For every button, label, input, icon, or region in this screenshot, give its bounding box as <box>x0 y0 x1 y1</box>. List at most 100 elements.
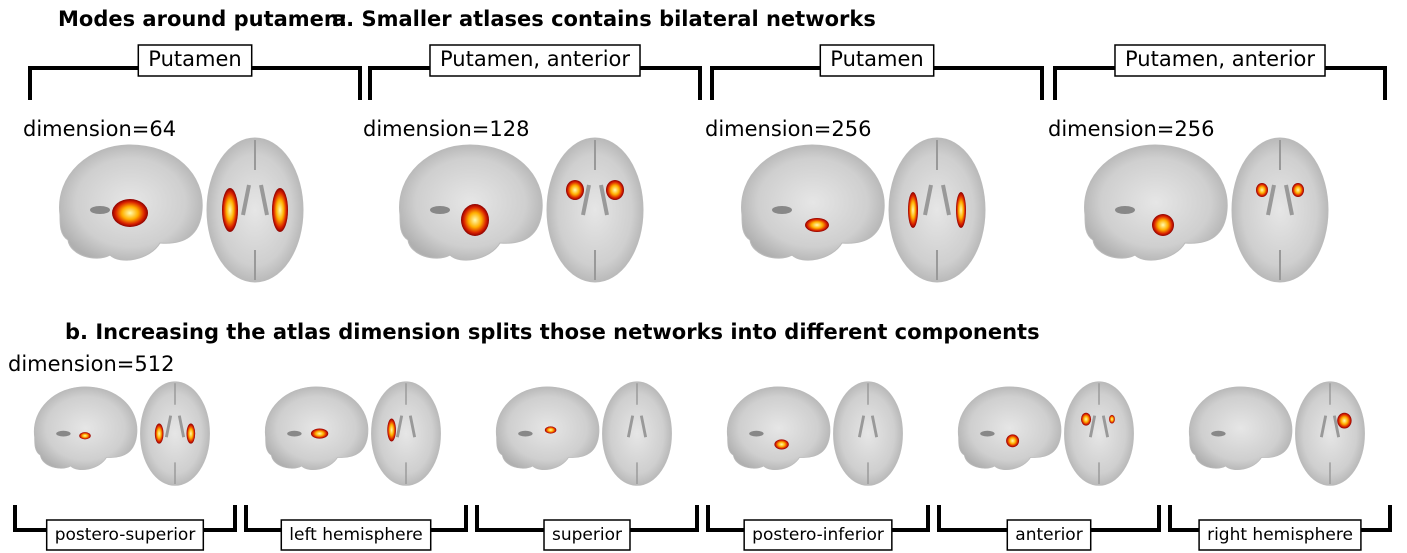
panel-label: Putamen <box>830 47 923 71</box>
activation <box>805 218 829 232</box>
activation <box>1292 183 1304 197</box>
label-box <box>543 519 631 551</box>
ventricle <box>430 206 450 214</box>
dimension-label: dimension=256 <box>705 117 871 141</box>
axial-slice <box>1231 137 1329 283</box>
ventricle <box>749 430 764 437</box>
ventricles <box>164 415 186 438</box>
panel-label: Putamen <box>148 47 241 71</box>
activation <box>1081 412 1092 426</box>
ventricles <box>1319 415 1341 438</box>
panel-label: Putamen, anterior <box>1125 47 1315 71</box>
activation <box>606 180 624 200</box>
activation <box>310 428 329 439</box>
ventricles <box>857 415 879 438</box>
activation <box>154 423 164 444</box>
sagittal-slice <box>726 386 831 471</box>
brain-views <box>33 381 210 486</box>
activation <box>387 418 396 442</box>
panel-label: anterior <box>1015 525 1082 545</box>
ventricles <box>581 184 609 216</box>
section-b-title: b. Increasing the atlas dimension splits… <box>65 320 1040 344</box>
dimension-label: dimension=128 <box>363 117 529 141</box>
sagittal-slice <box>957 386 1062 471</box>
ventricle <box>772 206 792 214</box>
ventricles <box>923 184 951 216</box>
axial-slice <box>888 137 986 283</box>
axial-view <box>1295 381 1365 486</box>
label-box <box>1006 519 1092 551</box>
ventricle <box>287 430 302 437</box>
label-box <box>137 44 253 77</box>
label-box <box>280 519 432 551</box>
activation <box>1256 183 1268 197</box>
ventricles <box>1266 184 1294 216</box>
axial-slice <box>1295 381 1365 486</box>
label-box <box>1198 519 1362 551</box>
brain-views <box>741 137 986 283</box>
label-box <box>819 44 935 77</box>
axial-slice <box>602 381 672 486</box>
ventricles <box>626 415 648 438</box>
brain-views <box>59 137 304 283</box>
activation <box>1109 414 1115 424</box>
axial-view <box>888 137 986 283</box>
activation <box>461 204 489 236</box>
activation <box>272 188 288 232</box>
axial-view <box>1064 381 1134 486</box>
panel-label: postero-inferior <box>752 525 884 545</box>
ventricles <box>1088 415 1110 438</box>
sagittal-slice <box>33 386 138 471</box>
activation <box>79 432 91 440</box>
activation <box>222 188 238 232</box>
brain-views <box>1084 137 1329 283</box>
activation <box>1337 412 1352 429</box>
dimension-label: dimension=512 <box>8 352 174 376</box>
axial-slice <box>206 137 304 283</box>
sagittal-slice <box>741 144 885 261</box>
ventricle <box>1115 206 1135 214</box>
activation <box>774 439 789 450</box>
ventricles <box>241 184 269 216</box>
label-box <box>1114 44 1326 77</box>
label-box <box>45 519 205 551</box>
axial-slice <box>1064 381 1134 486</box>
axial-slice <box>546 137 644 283</box>
brain-views <box>726 381 903 486</box>
ventricles <box>395 415 417 438</box>
axial-view <box>546 137 644 283</box>
label-box <box>743 519 893 551</box>
dimension-label: dimension=256 <box>1048 117 1214 141</box>
brain-views <box>264 381 441 486</box>
axial-slice <box>833 381 903 486</box>
ventricle <box>980 430 995 437</box>
brain-views <box>399 137 644 283</box>
axial-view <box>371 381 441 486</box>
ventricle <box>518 430 533 437</box>
dimension-label: dimension=64 <box>23 117 176 141</box>
activation <box>1152 214 1174 236</box>
axial-view <box>140 381 210 486</box>
panel-label: postero-superior <box>55 525 196 545</box>
ventricle <box>90 206 110 214</box>
sagittal-slice <box>264 386 369 471</box>
panel-label: superior <box>552 525 622 545</box>
activation <box>908 192 918 228</box>
activation <box>544 426 557 434</box>
panel-label: right hemisphere <box>1207 525 1353 545</box>
axial-view <box>206 137 304 283</box>
axial-slice <box>140 381 210 486</box>
axial-view <box>602 381 672 486</box>
activation <box>186 423 196 444</box>
sagittal-slice <box>1188 386 1293 471</box>
activation <box>1006 434 1020 448</box>
axial-slice <box>371 381 441 486</box>
label-box <box>429 44 641 77</box>
brain-views <box>957 381 1134 486</box>
brain-views <box>1188 381 1365 486</box>
activation <box>956 192 966 228</box>
activation <box>566 180 584 200</box>
sagittal-slice <box>1084 144 1228 261</box>
ventricle <box>1211 430 1226 437</box>
heading: Modes around putamen: <box>58 7 347 31</box>
